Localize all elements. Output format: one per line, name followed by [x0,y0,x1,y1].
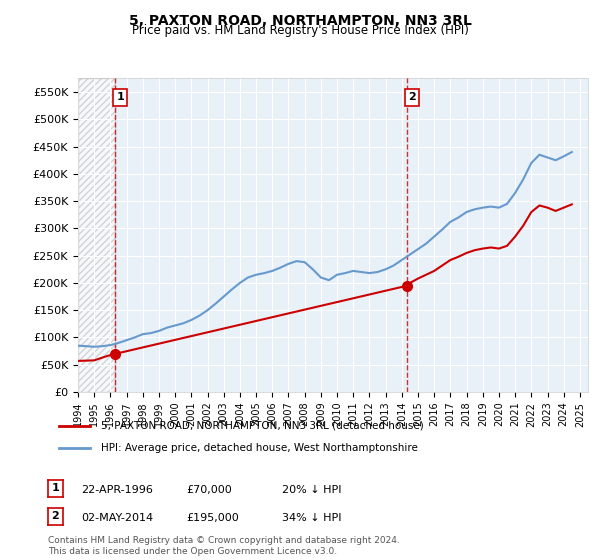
Text: 1: 1 [52,483,59,493]
Text: £70,000: £70,000 [186,485,232,495]
Text: HPI: Average price, detached house, West Northamptonshire: HPI: Average price, detached house, West… [101,443,418,453]
Bar [78,78,115,392]
Text: Price paid vs. HM Land Registry's House Price Index (HPI): Price paid vs. HM Land Registry's House … [131,24,469,36]
Text: 1: 1 [116,92,124,102]
Text: 02-MAY-2014: 02-MAY-2014 [81,513,153,523]
Text: 5, PAXTON ROAD, NORTHAMPTON, NN3 3RL (detached house): 5, PAXTON ROAD, NORTHAMPTON, NN3 3RL (de… [101,421,424,431]
Text: 5, PAXTON ROAD, NORTHAMPTON, NN3 3RL: 5, PAXTON ROAD, NORTHAMPTON, NN3 3RL [128,14,472,28]
Text: 2: 2 [408,92,416,102]
Text: 2: 2 [52,511,59,521]
Text: 22-APR-1996: 22-APR-1996 [81,485,153,495]
Text: £195,000: £195,000 [186,513,239,523]
Text: 34% ↓ HPI: 34% ↓ HPI [282,513,341,523]
Text: Contains HM Land Registry data © Crown copyright and database right 2024.
This d: Contains HM Land Registry data © Crown c… [48,536,400,556]
Text: 20% ↓ HPI: 20% ↓ HPI [282,485,341,495]
